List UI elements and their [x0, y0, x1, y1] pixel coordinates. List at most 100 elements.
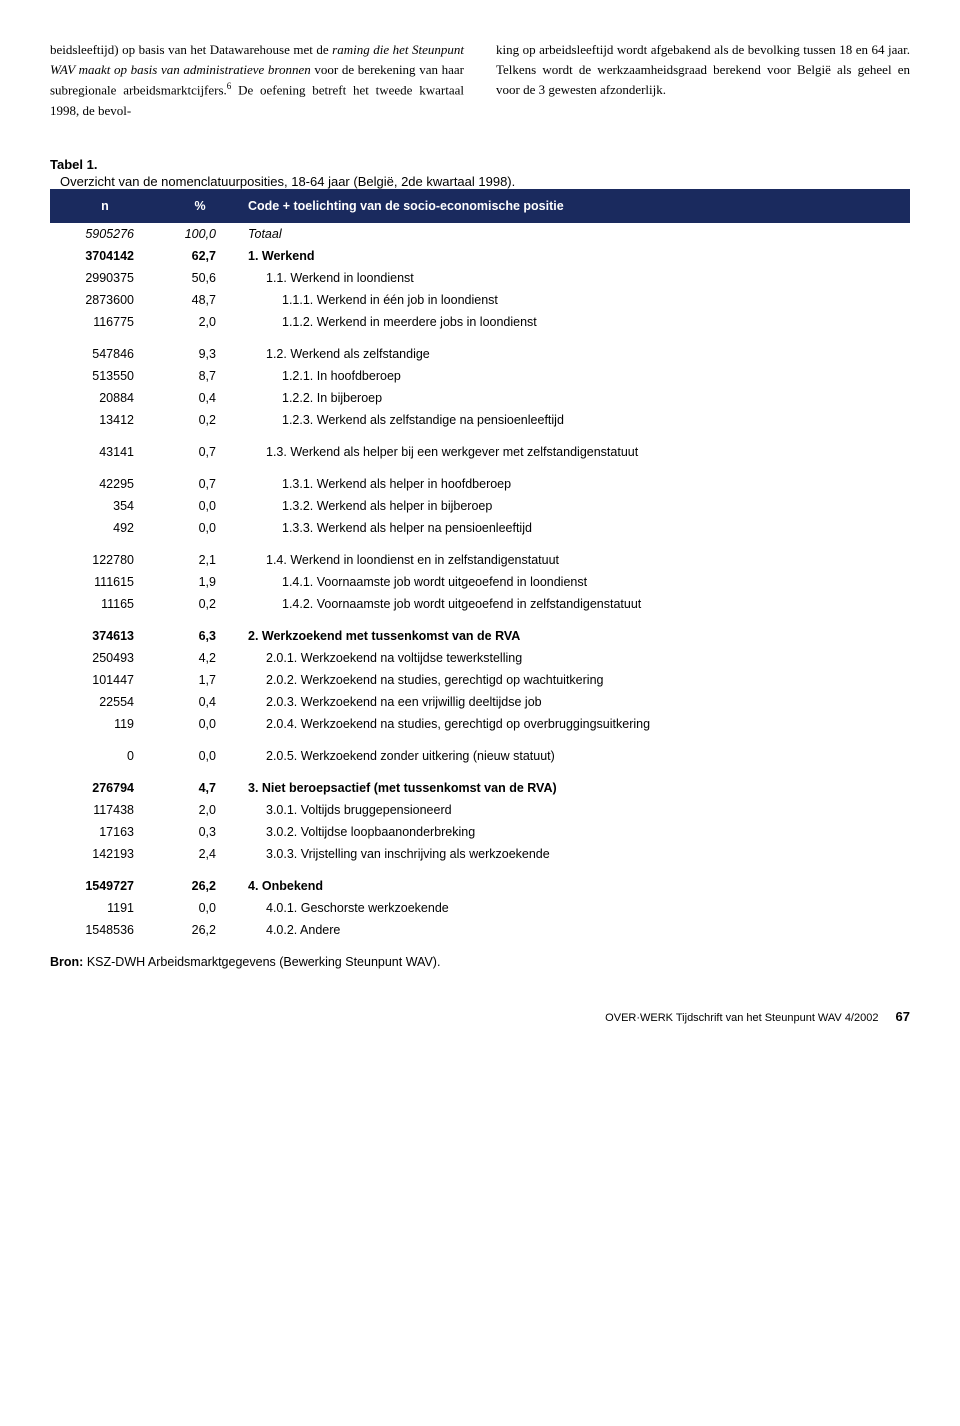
table-subtitle: Overzicht van de nomenclatuurposities, 1… — [50, 174, 910, 189]
table-row: 5905276100,0Totaal — [50, 223, 910, 245]
cell-code: 1.4. Werkend in loondienst en in zelfsta… — [240, 549, 910, 571]
cell-pct: 0,0 — [160, 897, 240, 919]
table-row — [50, 767, 910, 777]
intro-col-right: king op arbeidsleeftijd wordt afgebakend… — [496, 40, 910, 121]
cell-code: 4. Onbekend — [240, 875, 910, 897]
cell-code: 1.1. Werkend in loondienst — [240, 267, 910, 289]
cell-pct: 0,4 — [160, 387, 240, 409]
cell-n: 101447 — [50, 669, 160, 691]
cell-n: 2990375 — [50, 267, 160, 289]
table-row: 154853626,24.0.2. Andere — [50, 919, 910, 941]
table-row: 134120,21.2.3. Werkend als zelfstandige … — [50, 409, 910, 431]
cell-code: 3.0.3. Vrijstelling van inschrijving als… — [240, 843, 910, 865]
col-header-pct: % — [160, 189, 240, 223]
cell-code: 3.0.1. Voltijds bruggepensioneerd — [240, 799, 910, 821]
table-row: 1014471,72.0.2. Werkzoekend na studies, … — [50, 669, 910, 691]
cell-code: 1.2. Werkend als zelfstandige — [240, 343, 910, 365]
table-row: 287360048,71.1.1. Werkend in één job in … — [50, 289, 910, 311]
cell-pct: 48,7 — [160, 289, 240, 311]
table-row — [50, 431, 910, 441]
journal-name: OVER·WERK Tijdschrift van het Steunpunt … — [605, 1012, 878, 1024]
table-row: 154972726,24. Onbekend — [50, 875, 910, 897]
cell-code: 1.4.1. Voornaamste job wordt uitgeoefend… — [240, 571, 910, 593]
table-row: 370414262,71. Werkend — [50, 245, 910, 267]
table-row: 2504934,22.0.1. Werkzoekend na voltijdse… — [50, 647, 910, 669]
table-row: 299037550,61.1. Werkend in loondienst — [50, 267, 910, 289]
cell-n: 3704142 — [50, 245, 160, 267]
cell-n: 116775 — [50, 311, 160, 333]
cell-pct: 6,3 — [160, 625, 240, 647]
cell-pct: 2,0 — [160, 311, 240, 333]
cell-code: 1.2.1. In hoofdberoep — [240, 365, 910, 387]
table-row: 1167752,01.1.2. Werkend in meerdere jobs… — [50, 311, 910, 333]
table-row: 1421932,43.0.3. Vrijstelling van inschri… — [50, 843, 910, 865]
cell-pct: 2,1 — [160, 549, 240, 571]
table-row: 1227802,11.4. Werkend in loondienst en i… — [50, 549, 910, 571]
cell-n: 276794 — [50, 777, 160, 799]
cell-n: 513550 — [50, 365, 160, 387]
cell-code: Totaal — [240, 223, 910, 245]
cell-pct: 0,0 — [160, 517, 240, 539]
cell-pct: 2,4 — [160, 843, 240, 865]
cell-code: 2.0.3. Werkzoekend na een vrijwillig dee… — [240, 691, 910, 713]
cell-n: 1548536 — [50, 919, 160, 941]
cell-n: 547846 — [50, 343, 160, 365]
cell-pct: 4,2 — [160, 647, 240, 669]
cell-n: 1549727 — [50, 875, 160, 897]
cell-n: 374613 — [50, 625, 160, 647]
table-row — [50, 333, 910, 343]
table-row: 11910,04.0.1. Geschorste werkzoekende — [50, 897, 910, 919]
cell-pct: 1,7 — [160, 669, 240, 691]
cell-code: 1. Werkend — [240, 245, 910, 267]
cell-n: 17163 — [50, 821, 160, 843]
table-row — [50, 865, 910, 875]
cell-pct: 50,6 — [160, 267, 240, 289]
cell-pct: 0,0 — [160, 495, 240, 517]
cell-n: 1191 — [50, 897, 160, 919]
col-header-code: Code + toelichting van de socio-economis… — [240, 189, 910, 223]
table-row — [50, 539, 910, 549]
cell-code: 4.0.1. Geschorste werkzoekende — [240, 897, 910, 919]
table-row: 422950,71.3.1. Werkend als helper in hoo… — [50, 473, 910, 495]
cell-code: 1.1.1. Werkend in één job in loondienst — [240, 289, 910, 311]
cell-n: 20884 — [50, 387, 160, 409]
table-row — [50, 463, 910, 473]
cell-pct: 0,3 — [160, 821, 240, 843]
table-row: 00,02.0.5. Werkzoekend zonder uitkering … — [50, 745, 910, 767]
table-row: 171630,33.0.2. Voltijdse loopbaanonderbr… — [50, 821, 910, 843]
cell-n: 42295 — [50, 473, 160, 495]
cell-n: 142193 — [50, 843, 160, 865]
table-row: 1174382,03.0.1. Voltijds bruggepensionee… — [50, 799, 910, 821]
cell-n: 0 — [50, 745, 160, 767]
cell-n: 43141 — [50, 441, 160, 463]
cell-n: 492 — [50, 517, 160, 539]
page-footer: OVER·WERK Tijdschrift van het Steunpunt … — [50, 1009, 910, 1024]
table-row: 1116151,91.4.1. Voornaamste job wordt ui… — [50, 571, 910, 593]
cell-pct: 62,7 — [160, 245, 240, 267]
cell-code: 1.3.1. Werkend als helper in hoofdberoep — [240, 473, 910, 495]
cell-code: 1.2.2. In bijberoep — [240, 387, 910, 409]
cell-code: 2. Werkzoekend met tussenkomst van de RV… — [240, 625, 910, 647]
table-row — [50, 735, 910, 745]
cell-pct: 0,0 — [160, 713, 240, 735]
cell-n: 11165 — [50, 593, 160, 615]
cell-code: 1.1.2. Werkend in meerdere jobs in loond… — [240, 311, 910, 333]
cell-pct: 9,3 — [160, 343, 240, 365]
cell-pct: 0,2 — [160, 409, 240, 431]
cell-code: 1.4.2. Voornaamste job wordt uitgeoefend… — [240, 593, 910, 615]
table-row: 1190,02.0.4. Werkzoekend na studies, ger… — [50, 713, 910, 735]
cell-pct: 0,0 — [160, 745, 240, 767]
cell-code: 1.3. Werkend als helper bij een werkgeve… — [240, 441, 910, 463]
cell-pct: 0,2 — [160, 593, 240, 615]
table-row: 2767944,73. Niet beroepsactief (met tuss… — [50, 777, 910, 799]
cell-pct: 8,7 — [160, 365, 240, 387]
intro-paragraph: beidsleeftijd) op basis van het Dataware… — [50, 40, 910, 121]
cell-n: 119 — [50, 713, 160, 735]
cell-pct: 4,7 — [160, 777, 240, 799]
cell-pct: 26,2 — [160, 875, 240, 897]
nomenclature-table: n % Code + toelichting van de socio-econ… — [50, 189, 910, 941]
cell-n: 122780 — [50, 549, 160, 571]
cell-code: 2.0.5. Werkzoekend zonder uitkering (nie… — [240, 745, 910, 767]
cell-code: 1.3.2. Werkend als helper in bijberoep — [240, 495, 910, 517]
intro-col-left: beidsleeftijd) op basis van het Dataware… — [50, 40, 464, 121]
